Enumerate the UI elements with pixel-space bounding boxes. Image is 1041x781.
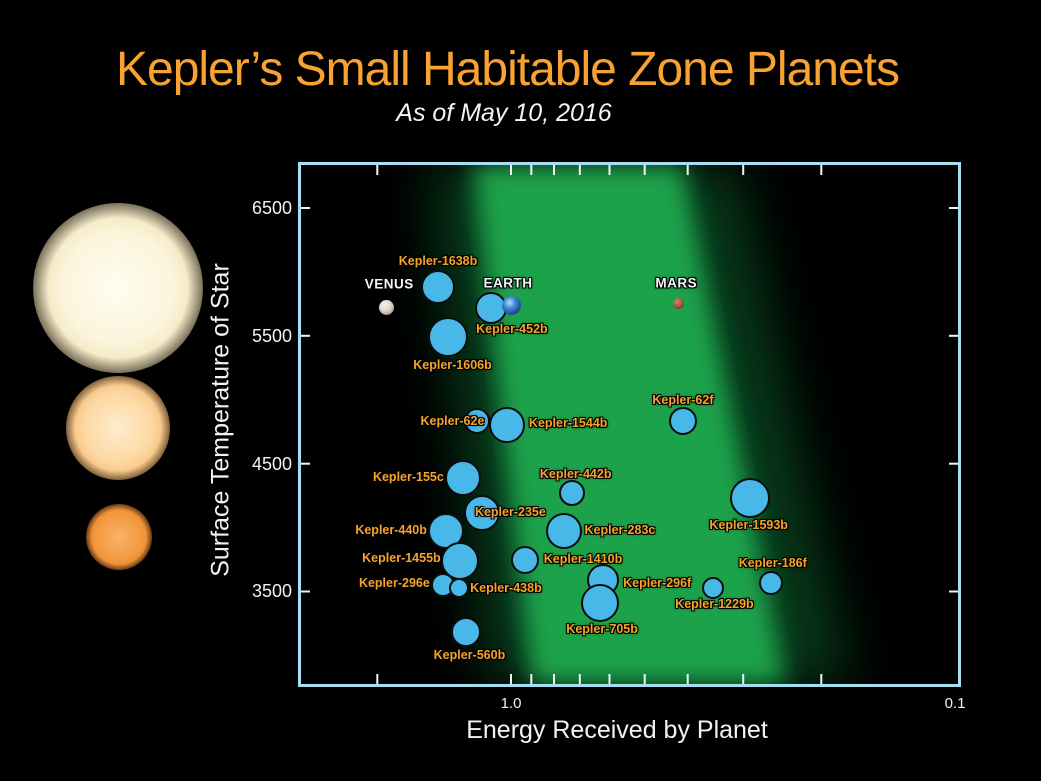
planet-point-kepler-62f	[668, 407, 697, 436]
planet-point-kepler-155c	[445, 460, 482, 497]
planet-point-kepler-560b	[451, 616, 482, 647]
medium-star-icon	[66, 376, 170, 480]
planet-point-kepler-1544b	[489, 407, 526, 444]
plot-area: Kepler-1638b Kepler-452b Kepler-1606b Keple…	[298, 162, 961, 687]
planet-label-kepler-1410b: Kepler-1410b	[543, 551, 623, 566]
earth-icon	[501, 295, 521, 315]
planet-label-kepler-705b: Kepler-705b	[566, 622, 638, 636]
x-tick-label-1.0: 1.0	[500, 695, 522, 712]
planet-label-kepler-452b: Kepler-452b	[476, 321, 548, 336]
planet-label-kepler-560b: Kepler-560b	[433, 647, 506, 662]
planet-label-kepler-296e: Kepler-296e	[358, 575, 430, 590]
earth-label: EARTH	[483, 275, 533, 291]
mars-label: MARS	[655, 275, 698, 291]
planet-label-kepler-62e: Kepler-62e	[420, 414, 485, 429]
planet-label-kepler-155c: Kepler-155c	[372, 470, 444, 485]
planet-label-kepler-1229b: Kepler-1229b	[675, 596, 754, 611]
y-tick-label-5500: 5500	[251, 325, 292, 346]
planet-point-kepler-1606b	[427, 317, 468, 358]
x-tick-label-0.1: 0.1	[944, 695, 966, 712]
data-points-layer: Kepler-1638b Kepler-452b Kepler-1606b Keple…	[301, 165, 958, 684]
planet-label-kepler-1593b: Kepler-1593b	[709, 518, 788, 533]
y-tick-label-4500: 4500	[251, 453, 292, 474]
planet-label-kepler-442b: Kepler-442b	[539, 466, 612, 481]
planet-point-kepler-705b	[581, 584, 620, 622]
planet-point-kepler-442b	[558, 479, 585, 506]
planet-point-kepler-235e	[464, 494, 501, 531]
planet-label-kepler-1638b: Kepler-1638b	[398, 253, 478, 268]
large-hot-star-icon	[33, 203, 203, 373]
planet-label-kepler-438b: Kepler-438b	[470, 581, 542, 596]
planet-point-kepler-1410b	[510, 545, 539, 574]
planet-label-kepler-1455b: Kepler-1455b	[362, 551, 441, 566]
planet-label-kepler-1606b: Kepler-1606b	[413, 358, 492, 373]
y-tick-label-3500: 3500	[251, 581, 292, 602]
planet-point-kepler-283c	[545, 513, 582, 550]
planet-label-kepler-186f: Kepler-186f	[738, 555, 807, 570]
planet-point-kepler-438b	[448, 578, 469, 599]
planet-point-kepler-186f	[758, 570, 783, 595]
planet-point-kepler-1593b	[729, 478, 770, 519]
chart-title: Kepler’s Small Habitable Zone Planets	[115, 43, 900, 96]
venus-icon	[378, 299, 394, 315]
planet-label-kepler-1544b: Kepler-1544b	[528, 416, 608, 431]
planet-label-kepler-440b: Kepler-440b	[355, 523, 427, 538]
planet-point-kepler-1229b	[702, 576, 725, 599]
planet-label-kepler-283c: Kepler-283c	[584, 523, 656, 538]
chart-subtitle: As of May 10, 2016	[396, 99, 612, 127]
planet-label-kepler-62f: Kepler-62f	[652, 393, 714, 408]
venus-label: VENUS	[364, 276, 414, 292]
planet-point-kepler-1638b	[421, 269, 456, 304]
mars-icon	[672, 298, 684, 310]
small-cool-star-icon	[86, 504, 152, 570]
planet-label-kepler-235e: Kepler-235e	[474, 504, 546, 519]
y-tick-label-6500: 6500	[251, 198, 292, 218]
planet-label-kepler-296f: Kepler-296f	[623, 575, 692, 590]
x-axis-title: Energy Received by Planet	[466, 716, 768, 744]
